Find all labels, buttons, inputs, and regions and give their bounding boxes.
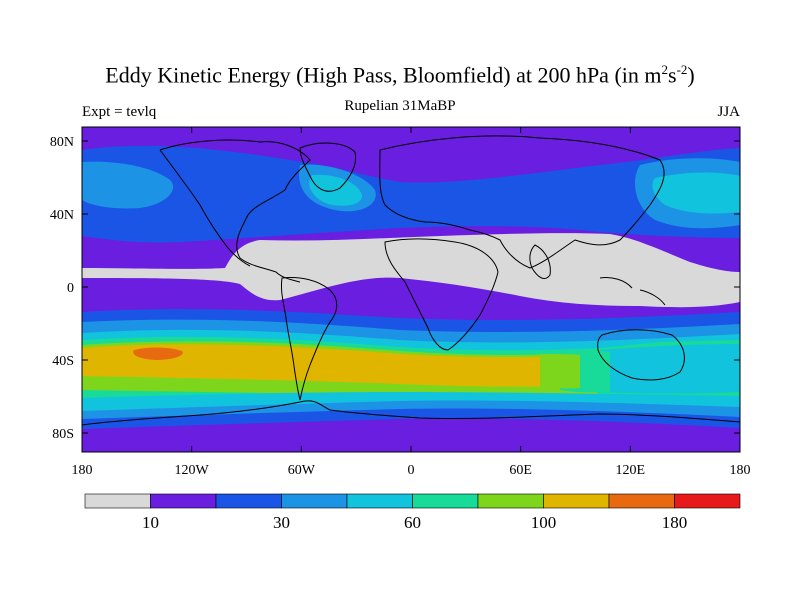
colorbar-swatch xyxy=(215,493,282,509)
colorbar-swatch xyxy=(608,493,675,509)
x-axis-ticks: 180 120W 60W 0 60E 120E 180 xyxy=(72,127,751,478)
colorbar-tick-label: 100 xyxy=(531,513,557,532)
field-band-below-10 xyxy=(82,233,740,308)
y-axis-ticks: 80N 40N 0 40S 80S xyxy=(50,135,740,442)
coastline-india xyxy=(529,244,551,279)
x-tick-label: 60W xyxy=(288,463,316,478)
x-tick-label: 180 xyxy=(72,463,93,478)
plot-title: Eddy Kinetic Energy (High Pass, Bloomfie… xyxy=(105,62,695,88)
colorbar-tick-label: 60 xyxy=(404,513,421,532)
coastline-australia xyxy=(597,329,685,381)
colorbar-swatch xyxy=(412,493,479,509)
colorbar-swatch xyxy=(477,493,544,509)
field-band-240-300-australia xyxy=(540,354,580,389)
coastline-south-america xyxy=(281,277,338,401)
colorbar: 10 30 60 100 180 xyxy=(84,493,741,532)
colorbar-swatch xyxy=(84,493,151,509)
field-band-100-180-australia xyxy=(600,344,740,394)
colorbar-tick-label: 30 xyxy=(273,513,290,532)
colorbar-tick-label: 180 xyxy=(662,513,688,532)
coastline-north-america-west xyxy=(159,149,251,267)
coastlines xyxy=(82,135,740,426)
colorbar-swatch xyxy=(150,493,217,509)
colorbar-swatch xyxy=(281,493,348,509)
experiment-label: Expt = tevlq xyxy=(82,104,157,120)
y-tick-label: 80N xyxy=(50,135,74,150)
field-band-300-400-south xyxy=(82,344,594,387)
colorbar-tick-label: 10 xyxy=(142,513,159,532)
coastline-north-america xyxy=(159,139,311,283)
x-tick-label: 180 xyxy=(730,463,751,478)
colorbar-swatch xyxy=(543,493,610,509)
field-band-60-100-antarctic xyxy=(82,399,740,419)
field-band-400-600-max xyxy=(133,347,183,360)
colorbar-swatch xyxy=(674,493,741,509)
y-tick-label: 40N xyxy=(50,208,74,223)
field-band-60-100-pacific-west xyxy=(82,161,174,209)
x-tick-label: 120W xyxy=(175,463,210,478)
period-subtitle: Rupelian 31MaBP xyxy=(344,98,456,114)
coastline-africa xyxy=(384,238,499,351)
field-band-100-180-antarctic xyxy=(82,392,740,411)
coastline-greenland xyxy=(299,142,357,192)
y-tick-label: 40S xyxy=(52,354,74,369)
coastline-se-asia-islands xyxy=(599,277,666,306)
x-tick-label: 120E xyxy=(616,463,646,478)
field-band-100-180-pacific xyxy=(652,172,740,214)
coastline-eurasia xyxy=(379,135,665,269)
y-tick-label: 0 xyxy=(67,281,74,296)
field-band-10-30-antarctic xyxy=(82,417,740,452)
field-contours xyxy=(82,127,740,452)
coastline-antarctica xyxy=(82,400,740,426)
x-tick-label: 60E xyxy=(509,463,532,478)
colorbar-swatch xyxy=(346,493,413,509)
x-tick-label: 0 xyxy=(408,463,415,478)
y-tick-label: 80S xyxy=(52,427,74,442)
season-label: JJA xyxy=(717,104,740,120)
